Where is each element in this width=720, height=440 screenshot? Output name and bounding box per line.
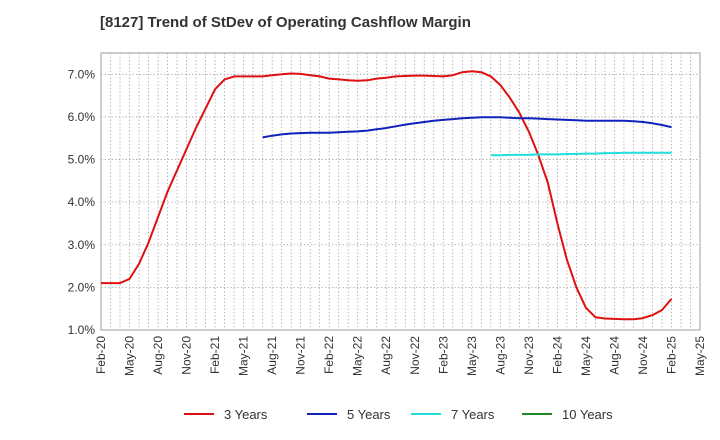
y-tick-label: 1.0%: [68, 323, 96, 337]
x-tick-label: Feb-21: [208, 336, 222, 374]
x-tick-label: Nov-22: [408, 336, 422, 375]
legend-label: 7 Years: [451, 407, 495, 422]
x-tick-label: May-21: [237, 336, 251, 376]
x-tick-label: Aug-22: [379, 336, 393, 375]
series-lines: [101, 70, 673, 321]
legend-label: 3 Years: [224, 407, 268, 422]
x-tick-label: Aug-21: [265, 336, 279, 375]
chart-title: [8127] Trend of StDev of Operating Cashf…: [100, 14, 471, 31]
y-tick-label: 3.0%: [68, 238, 96, 252]
x-tick-label: Aug-24: [607, 336, 621, 375]
y-tick-label: 6.0%: [68, 110, 96, 124]
series-line-5-years: [262, 116, 672, 139]
x-tick-label: Nov-24: [636, 336, 650, 375]
y-tick-label: 4.0%: [68, 195, 96, 209]
axes: 1.0% 2.0% 3.0% 4.0% 5.0% 6.0% 7.0% Feb-20 May-20…: [68, 67, 707, 376]
x-tick-label: Feb-22: [322, 336, 336, 374]
series-line-3-years: [101, 70, 673, 321]
y-tick-label: 5.0%: [68, 153, 96, 167]
legend: 3 Years 5 Years 7 Years 10 Years: [184, 407, 613, 422]
x-tick-label: Nov-21: [294, 336, 308, 375]
grid: [100, 52, 701, 331]
x-tick-label: May-22: [351, 336, 365, 376]
x-tick-label: Nov-23: [522, 336, 536, 375]
x-tick-label: May-25: [693, 336, 707, 376]
x-tick-label: Feb-23: [436, 336, 450, 374]
x-tick-label: May-23: [465, 336, 479, 376]
x-tick-label: Aug-20: [151, 336, 165, 375]
x-tick-label: Feb-25: [664, 336, 678, 374]
y-tick-label: 2.0%: [68, 280, 96, 294]
x-tick-label: Feb-24: [550, 336, 564, 374]
x-tick-label: Nov-20: [180, 336, 194, 375]
y-tick-label: 7.0%: [68, 67, 96, 81]
legend-label: 10 Years: [562, 407, 613, 422]
legend-label: 5 Years: [347, 407, 391, 422]
plot-area: [100, 52, 701, 331]
series-line-7-years: [490, 151, 672, 157]
x-tick-label: May-20: [123, 336, 137, 376]
x-tick-label: Aug-23: [493, 336, 507, 375]
x-tick-label: May-24: [579, 336, 593, 376]
x-tick-label: Feb-20: [94, 336, 108, 374]
